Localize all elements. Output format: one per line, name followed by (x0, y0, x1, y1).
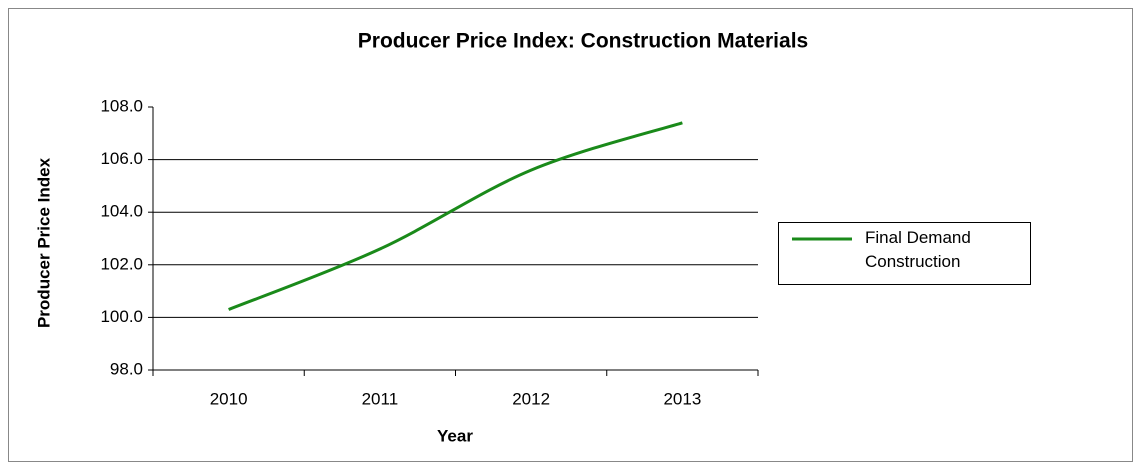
y-tick-label: 100.0 (100, 307, 143, 326)
y-axis-title: Producer Price Index (34, 157, 53, 328)
x-tick-label: 2012 (512, 389, 550, 408)
series-line (228, 121, 683, 311)
legend-label: Final Demand Construction (865, 228, 971, 271)
x-tick-label: 2011 (362, 389, 399, 408)
y-tick-label: 104.0 (100, 202, 143, 221)
chart-title: Producer Price Index: Construction Mater… (358, 30, 808, 53)
legend (778, 222, 1031, 285)
y-tick-label: 98.0 (110, 359, 143, 378)
x-tick-label: 2010 (210, 389, 248, 408)
y-tick-label: 102.0 (100, 254, 143, 273)
x-axis-title: Year (437, 426, 473, 445)
x-tick-label: 2013 (663, 389, 701, 408)
y-tick-label: 108.0 (100, 96, 143, 115)
y-tick-label: 106.0 (100, 149, 143, 168)
